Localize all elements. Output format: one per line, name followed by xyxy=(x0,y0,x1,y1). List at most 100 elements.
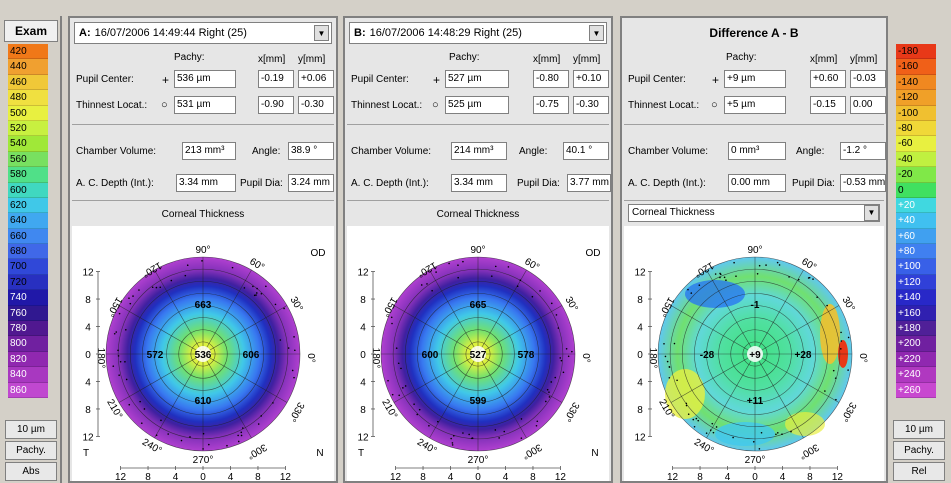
pupil-pachy-field[interactable]: 527 µm xyxy=(445,70,509,88)
pupil-y-field[interactable]: -0.03 xyxy=(850,70,886,88)
map-b[interactable]: 90° 60° 30° 0° 330° 300° 270° 240° 210° 180° 150° 1… xyxy=(347,226,609,481)
chevron-down-icon[interactable]: ▼ xyxy=(314,25,329,41)
map-dot xyxy=(503,431,505,433)
colorbar-step: 820 xyxy=(8,352,48,367)
chevron-down-icon[interactable]: ▼ xyxy=(589,25,604,41)
x-tick-label: 0 xyxy=(752,472,758,481)
angle-field[interactable]: 38.9 ° xyxy=(288,142,334,160)
colorbar-step: 560 xyxy=(8,152,48,167)
thin-pachy-field[interactable]: +5 µm xyxy=(724,96,786,114)
diff-step-button[interactable]: 10 µm xyxy=(893,420,945,439)
colorbar-step: 700 xyxy=(8,259,48,274)
diff-pachy-button[interactable]: Pachy. xyxy=(893,441,945,460)
map-dot xyxy=(757,273,759,275)
chamber-volume-label: Chamber Volume: xyxy=(351,146,431,157)
map-dot xyxy=(275,304,277,306)
angle-label: 330° xyxy=(286,400,306,423)
thin-x-field[interactable]: -0.75 xyxy=(533,96,569,114)
angle-label: 90° xyxy=(470,245,485,256)
ac-depth-field[interactable]: 3.34 mm xyxy=(451,174,507,192)
map-dot xyxy=(556,314,558,316)
map-dot xyxy=(141,422,143,424)
exam-pachy-button[interactable]: Pachy. xyxy=(5,441,57,460)
map-diff[interactable]: 90° 60° 30° 0° 330° 300° 270° 240° 210° 180° 150° 1… xyxy=(624,226,884,481)
map-dot xyxy=(781,433,783,435)
thin-x-field[interactable]: -0.90 xyxy=(258,96,294,114)
map-dot xyxy=(674,343,676,345)
map-dot xyxy=(462,432,464,434)
diff-colorbar: -180 -160 -140 -120 -100 -80 -60 -40 -20 0 +20 +40 +… xyxy=(896,44,936,398)
pupil-y-field[interactable]: +0.10 xyxy=(573,70,609,88)
map-dot xyxy=(694,426,696,428)
colorbar-step: 420 xyxy=(8,44,48,59)
exam-b-select[interactable]: B: 16/07/2006 14:48:29 Right (25) ▼ xyxy=(349,22,607,44)
colorbar-step: 720 xyxy=(8,275,48,290)
map-dot xyxy=(452,442,454,444)
y-tick-label: 4 xyxy=(85,323,91,334)
pupil-y-field[interactable]: +0.06 xyxy=(298,70,334,88)
chamber-volume-field[interactable]: 214 mm³ xyxy=(451,142,507,160)
thin-y-field[interactable]: 0.00 xyxy=(850,96,886,114)
pupil-dia-field[interactable]: -0.53 mm xyxy=(840,174,886,192)
thin-y-field[interactable]: -0.30 xyxy=(298,96,334,114)
pupil-dia-field[interactable]: 3.77 mm xyxy=(567,174,611,192)
map-dot xyxy=(753,441,755,443)
diff-rel-button[interactable]: Rel xyxy=(893,462,945,481)
chamber-volume-field[interactable]: 213 mm³ xyxy=(182,142,236,160)
colorbar-step: 460 xyxy=(8,75,48,90)
map-dot xyxy=(495,266,497,268)
thin-pachy-field[interactable]: 525 µm xyxy=(445,96,509,114)
thin-y-field[interactable]: -0.30 xyxy=(573,96,609,114)
map-dot xyxy=(798,279,800,281)
ac-depth-field[interactable]: 0.00 mm xyxy=(728,174,786,192)
chevron-down-icon[interactable]: ▼ xyxy=(864,205,879,221)
map-dot xyxy=(521,418,523,420)
map-dot xyxy=(128,404,130,406)
exam-a-select[interactable]: A: 16/07/2006 14:49:44 Right (25) ▼ xyxy=(74,22,332,44)
diff-map-type-select[interactable]: Corneal Thickness ▼ xyxy=(628,204,880,222)
map-dot xyxy=(550,381,552,383)
map-dot xyxy=(711,423,713,425)
pupil-x-field[interactable]: -0.80 xyxy=(533,70,569,88)
colorbar-step: -100 xyxy=(896,106,936,121)
map-dot xyxy=(156,434,158,436)
ac-depth-field[interactable]: 3.34 mm xyxy=(176,174,236,192)
chamber-volume-field[interactable]: 0 mm³ xyxy=(728,142,786,160)
map-dot xyxy=(260,415,262,417)
map-dot xyxy=(413,403,415,405)
map-dot xyxy=(139,401,141,403)
value-center: 536 xyxy=(195,350,212,361)
y-header: y[mm] xyxy=(850,54,877,65)
corneal-thickness-map-a: 90°60°30°0°330°300°270°240°210°180°150°1… xyxy=(72,226,334,481)
map-a[interactable]: 90° 60° 30° 0° 330° 300° 270° 240° 210° 180° 150° 1… xyxy=(72,226,334,481)
thin-x-field[interactable]: -0.15 xyxy=(810,96,846,114)
angle-field[interactable]: -1.2 ° xyxy=(840,142,886,160)
map-dot xyxy=(261,293,263,295)
map-dot xyxy=(280,339,282,341)
pupil-x-field[interactable]: +0.60 xyxy=(810,70,846,88)
value-bottom: +11 xyxy=(747,396,764,407)
angle-label: 300° xyxy=(797,441,820,461)
y-tick-label: 0 xyxy=(360,350,366,361)
y-tick-label: 0 xyxy=(85,350,91,361)
y-tick-label: 12 xyxy=(357,432,369,443)
map-dot xyxy=(112,365,114,367)
map-dot xyxy=(244,287,246,289)
angle-field[interactable]: 40.1 ° xyxy=(563,142,609,160)
pupil-center-label: Pupil Center: xyxy=(76,74,134,85)
angle-label: Angle: xyxy=(519,146,547,157)
exam-step-button[interactable]: 10 µm xyxy=(5,420,57,439)
map-dot xyxy=(566,348,568,350)
pupil-pachy-field[interactable]: +9 µm xyxy=(724,70,786,88)
exam-color-scale: Exam 420 440 460 480 500 520 540 560 580 600 620 64… xyxy=(0,16,62,483)
pupil-pachy-field[interactable]: 536 µm xyxy=(174,70,236,88)
exam-abs-button[interactable]: Abs xyxy=(5,462,57,481)
map-dot xyxy=(453,435,455,437)
pupil-dia-field[interactable]: 3.24 mm xyxy=(288,174,334,192)
pupil-x-field[interactable]: -0.19 xyxy=(258,70,294,88)
map-dot xyxy=(669,377,671,379)
value-right: 606 xyxy=(243,350,260,361)
colorbar-step: 600 xyxy=(8,183,48,198)
map-dot xyxy=(571,351,573,353)
thin-pachy-field[interactable]: 531 µm xyxy=(174,96,236,114)
